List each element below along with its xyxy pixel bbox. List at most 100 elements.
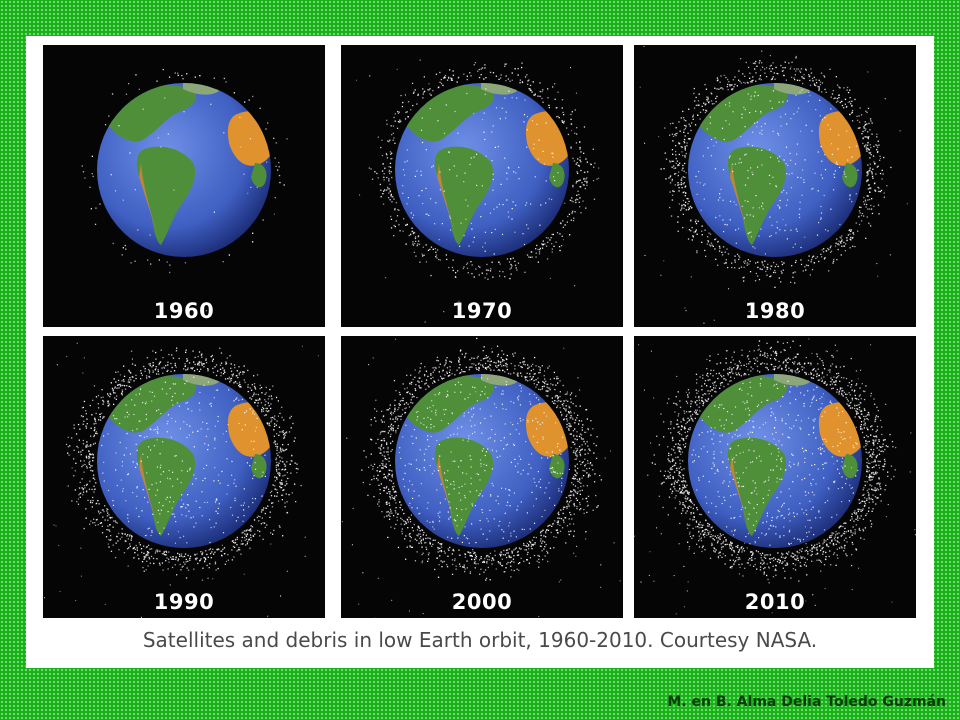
debris-dot xyxy=(120,479,122,481)
debris-dot xyxy=(420,422,422,424)
debris-dot xyxy=(195,500,197,502)
debris-dot xyxy=(738,258,740,260)
debris-dot xyxy=(254,388,257,390)
debris-dot xyxy=(486,263,488,266)
debris-dot xyxy=(406,160,408,162)
debris-dot xyxy=(864,136,866,138)
debris-dot xyxy=(506,504,508,506)
debris-dot xyxy=(276,420,278,422)
debris-dot xyxy=(207,577,209,579)
debris-dot xyxy=(469,491,471,493)
debris-dot xyxy=(67,436,69,438)
debris-dot xyxy=(268,410,270,412)
debris-dot xyxy=(745,61,747,64)
debris-dot xyxy=(421,190,423,192)
debris-dot xyxy=(204,557,207,559)
debris-dot xyxy=(532,543,534,545)
debris-dot xyxy=(264,507,266,509)
debris-dot xyxy=(471,433,474,435)
debris-dot xyxy=(283,437,285,439)
debris-dot xyxy=(490,268,492,270)
debris-dot xyxy=(451,412,453,414)
debris-dot xyxy=(404,388,406,390)
debris-dot xyxy=(242,504,244,506)
debris-dot xyxy=(244,533,246,535)
debris-dot xyxy=(420,170,422,172)
debris-dot xyxy=(867,131,869,133)
debris-dot xyxy=(556,396,559,398)
debris-dot xyxy=(126,432,128,434)
debris-dot xyxy=(675,134,677,137)
debris-dot xyxy=(431,410,433,412)
debris-dot xyxy=(584,431,586,433)
debris-dot xyxy=(107,394,110,397)
debris-dot xyxy=(82,171,85,173)
debris-dot xyxy=(525,545,527,547)
debris-dot xyxy=(574,438,576,440)
debris-dot xyxy=(173,370,176,372)
debris-dot xyxy=(728,288,730,290)
debris-dot xyxy=(217,415,219,418)
debris-dot xyxy=(771,107,773,109)
debris-dot xyxy=(243,488,245,490)
debris-dot xyxy=(177,560,179,562)
debris-dot xyxy=(187,560,189,562)
debris-dot xyxy=(400,504,402,506)
debris-dot xyxy=(797,79,799,81)
debris-dot xyxy=(799,71,802,73)
debris-dot xyxy=(215,364,218,366)
debris-dot xyxy=(459,565,461,567)
debris-dot xyxy=(570,392,573,394)
debris-dot xyxy=(209,563,211,565)
debris-dot xyxy=(85,425,87,427)
debris-dot xyxy=(795,55,797,58)
image-frame: 1960 1970 1980 1990 2000 2010 Satellites… xyxy=(26,36,934,668)
debris-dot xyxy=(279,526,281,528)
debris-dot xyxy=(142,402,144,404)
debris-dot xyxy=(553,536,555,538)
debris-dot xyxy=(490,415,492,417)
debris-dot xyxy=(204,501,206,503)
debris-dot xyxy=(513,555,515,557)
debris-dot xyxy=(256,374,259,376)
debris-dot xyxy=(719,197,721,199)
debris-dot xyxy=(227,559,229,561)
debris-dot xyxy=(864,199,867,201)
debris-dot xyxy=(388,514,390,516)
debris-dot xyxy=(583,171,586,174)
debris-dot xyxy=(526,372,528,374)
debris-dot xyxy=(166,370,168,372)
debris-dot xyxy=(718,88,720,90)
debris-dot xyxy=(243,365,245,367)
debris-dot xyxy=(591,464,593,466)
debris-dot xyxy=(586,182,588,184)
debris-dot xyxy=(875,173,877,175)
debris-dot xyxy=(133,380,135,382)
debris-dot xyxy=(697,525,699,528)
debris-dot xyxy=(95,431,97,433)
debris-dot xyxy=(723,262,725,265)
debris-dot xyxy=(390,425,392,427)
debris-dot xyxy=(568,429,570,431)
debris-dot xyxy=(845,106,848,108)
debris-dot xyxy=(777,204,779,206)
debris-dot xyxy=(365,456,367,458)
debris-dot xyxy=(393,485,395,488)
debris-dot xyxy=(830,208,832,210)
debris-dot xyxy=(397,113,399,115)
debris-dot xyxy=(535,248,537,250)
debris-dot xyxy=(752,62,755,64)
debris-dot xyxy=(570,499,572,502)
debris-dot xyxy=(205,358,207,360)
debris-dot xyxy=(283,432,285,435)
debris-dot xyxy=(473,596,475,598)
debris-dot xyxy=(534,356,536,359)
debris-dot xyxy=(586,500,588,503)
debris-dot xyxy=(207,449,209,451)
debris-dot xyxy=(225,363,227,365)
debris-dot xyxy=(506,563,508,565)
debris-dot xyxy=(109,392,111,395)
debris-dot xyxy=(432,526,434,528)
debris-dot xyxy=(582,200,584,202)
debris-dot xyxy=(868,198,871,201)
